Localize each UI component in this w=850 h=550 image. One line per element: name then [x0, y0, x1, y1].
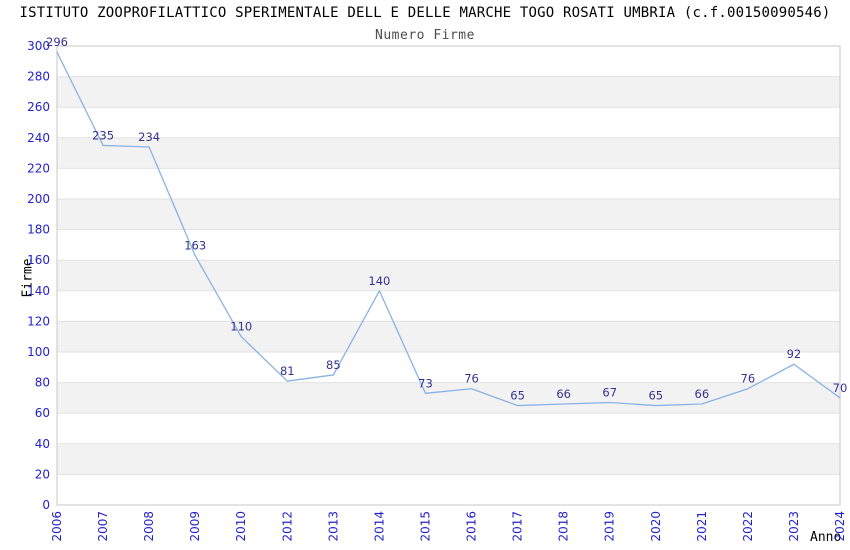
point-value-label: 140 — [368, 274, 390, 288]
point-value-label: 92 — [787, 347, 802, 361]
x-tick-label: 2016 — [465, 511, 479, 542]
y-tick-label: 180 — [27, 223, 50, 237]
plot-band — [57, 199, 840, 230]
point-value-label: 163 — [184, 239, 206, 253]
x-tick-label: 2009 — [188, 511, 202, 542]
y-tick-label: 100 — [27, 345, 50, 359]
point-value-label: 76 — [464, 372, 479, 386]
y-tick-label: 60 — [35, 406, 50, 420]
plot-band — [57, 321, 840, 352]
point-value-label: 73 — [418, 376, 433, 390]
point-value-label: 66 — [556, 387, 571, 401]
y-tick-label: 80 — [35, 376, 50, 390]
plot-band — [57, 260, 840, 291]
x-tick-label: 2006 — [50, 511, 64, 542]
y-tick-label: 260 — [27, 100, 50, 114]
chart-subtitle: Numero Firme — [375, 28, 475, 43]
plot-band — [57, 443, 840, 475]
point-value-label: 85 — [326, 358, 341, 372]
y-tick-label: 240 — [27, 131, 50, 145]
point-value-label: 70 — [833, 381, 848, 395]
plot-band — [57, 137, 840, 169]
x-tick-label: 2015 — [418, 511, 432, 542]
y-tick-label: 120 — [27, 314, 50, 328]
x-tick-label: 2017 — [511, 511, 525, 542]
plot-border — [56, 45, 841, 506]
point-value-label: 296 — [46, 35, 68, 49]
point-value-label: 65 — [510, 389, 525, 403]
plot-band — [57, 76, 840, 108]
point-value-label: 110 — [230, 320, 252, 334]
y-tick-label: 280 — [27, 70, 50, 84]
x-tick-label: 2022 — [741, 511, 755, 542]
x-tick-label: 2019 — [603, 511, 617, 542]
y-tick-label: 0 — [42, 498, 50, 512]
x-tick-label: 2010 — [234, 511, 248, 542]
y-tick-label: 160 — [27, 253, 50, 267]
x-tick-label: 2020 — [649, 511, 663, 542]
x-tick-label: 2012 — [280, 511, 294, 542]
x-axis-title: Anno — [810, 530, 842, 545]
point-value-label: 234 — [138, 130, 160, 144]
x-tick-label: 2008 — [142, 511, 156, 542]
plot-band — [57, 382, 840, 414]
series-line — [56, 51, 841, 407]
point-value-label: 235 — [92, 128, 114, 142]
x-tick-label: 2023 — [787, 511, 801, 542]
x-tick-label: 2013 — [326, 511, 340, 542]
point-value-label: 66 — [695, 387, 710, 401]
point-value-label: 76 — [741, 372, 756, 386]
x-tick-label: 2024 — [833, 511, 847, 542]
x-tick-label: 2018 — [557, 511, 571, 542]
point-value-label: 67 — [602, 385, 617, 399]
point-value-label: 65 — [648, 389, 663, 403]
x-tick-label: 2007 — [96, 511, 110, 542]
y-tick-label: 40 — [35, 437, 50, 451]
y-tick-label: 20 — [35, 467, 50, 481]
y-tick-label: 220 — [27, 161, 50, 175]
y-tick-label: 140 — [27, 284, 50, 298]
y-tick-label: 300 — [27, 39, 50, 53]
chart-title: ISTITUTO ZOOPROFILATTICO SPERIMENTALE DE… — [19, 5, 831, 21]
point-value-label: 81 — [280, 364, 295, 378]
y-tick-label: 200 — [27, 192, 50, 206]
x-tick-label: 2021 — [695, 511, 709, 542]
x-tick-label: 2014 — [372, 511, 386, 542]
